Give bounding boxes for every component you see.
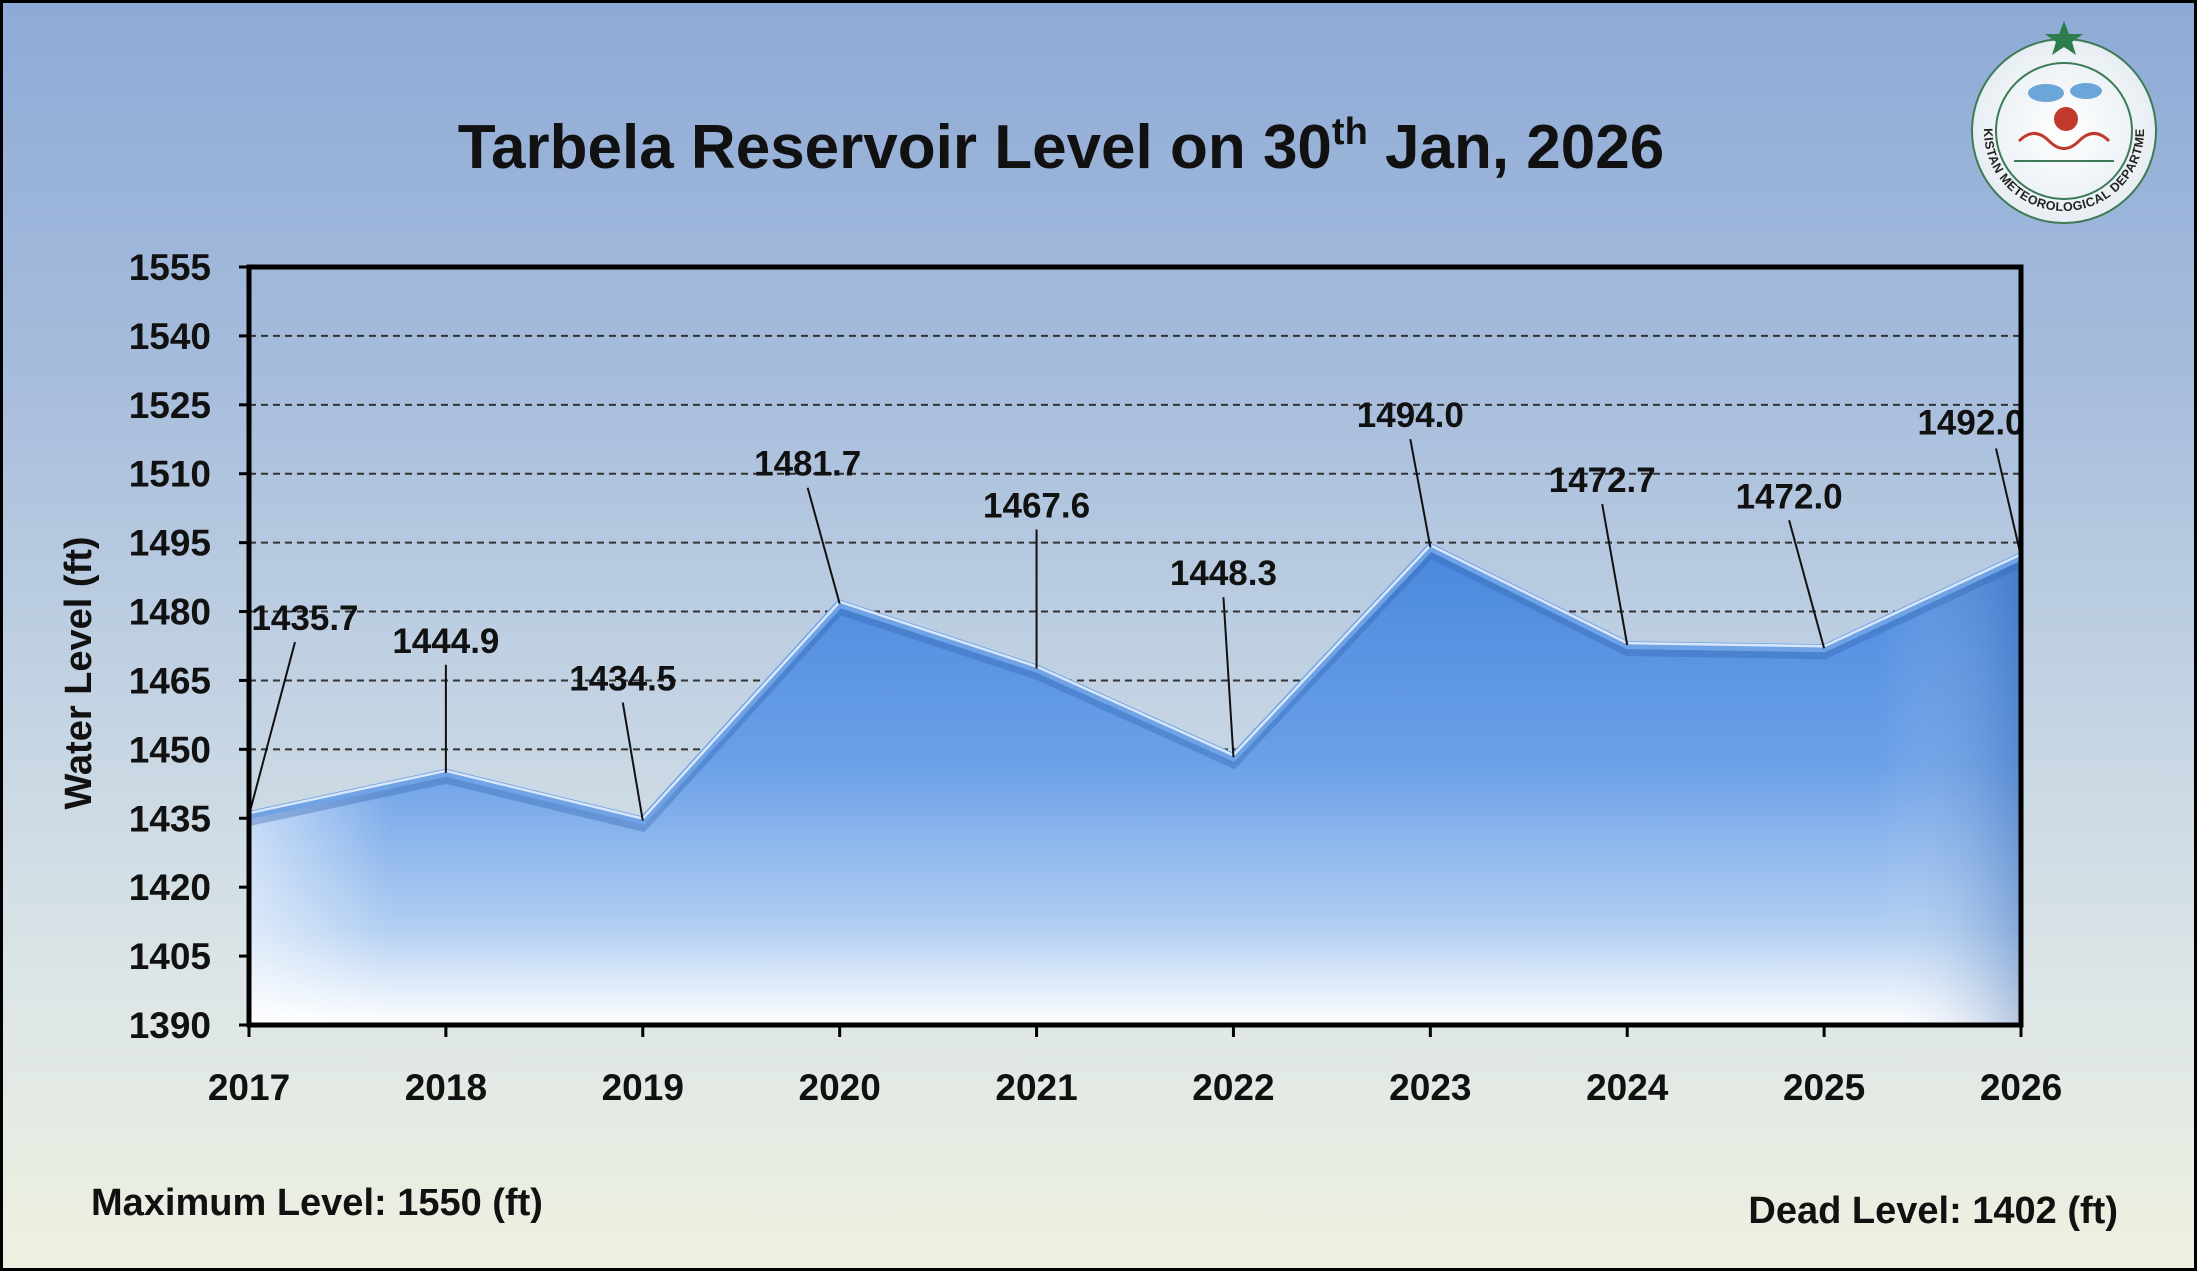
cloud-icon: [2028, 84, 2064, 102]
x-tick-label: 2023: [1389, 1067, 1471, 1108]
series-line-shadow: [247, 547, 2024, 833]
gauge-icon: [2054, 107, 2078, 131]
data-label-leader: [1995, 448, 2022, 557]
x-tick-label: 2019: [602, 1067, 684, 1108]
data-label-leader: [806, 487, 841, 605]
data-label: 1448.3: [1170, 554, 1277, 593]
y-tick-label: 1525: [129, 385, 211, 426]
y-axis-title: Water Level (ft): [58, 536, 100, 809]
data-label: 1492.0: [1917, 403, 2024, 442]
pakistan-meteorological-department-logo: PAKISTAN METEOROLOGICAL DEPARTMENT: [1971, 21, 2157, 224]
data-label-leader: [621, 702, 644, 821]
x-tick-label: 2024: [1586, 1067, 1669, 1108]
y-tick-label: 1465: [129, 660, 211, 701]
chart-canvas: Tarbela Reservoir Level on 30th Jan, 202…: [58, 21, 2157, 1232]
star-icon: [2045, 21, 2083, 55]
data-label-leader: [1409, 439, 1432, 548]
x-axis-ticks: 2017 2018 2019 2020 2021 2022 2023 2024 2025 2026: [208, 1025, 2062, 1108]
data-label: 1472.7: [1549, 461, 1656, 500]
data-label-leaders: [248, 439, 2022, 821]
cloud-icon-2: [2070, 83, 2102, 99]
y-tick-label: 1390: [129, 1005, 211, 1046]
x-tick-label: 2020: [799, 1067, 881, 1108]
plot-frame: [246, 264, 2024, 1028]
x-tick-label: 2021: [995, 1067, 1077, 1108]
wave-icon: [2017, 132, 2111, 150]
series-line-highlight: [248, 543, 2022, 820]
data-label: 1444.9: [392, 622, 499, 661]
area-bevel: [249, 547, 2021, 1025]
area-series: [247, 543, 2024, 1025]
chart-title-main: Tarbela Reservoir Level on 30: [458, 113, 1332, 182]
data-label-leader: [1222, 597, 1235, 758]
y-tick-label: 1510: [129, 454, 211, 495]
y-axis-ticks: 1555 1540 1525 1510 1495 1480 1465 1450 1435 1420…: [129, 247, 249, 1046]
chart-title: Tarbela Reservoir Level on 30th Jan, 202…: [458, 111, 1664, 182]
data-label: 1435.7: [251, 599, 358, 638]
y-tick-label: 1495: [129, 523, 211, 564]
data-label-leader: [1601, 503, 1629, 646]
data-label: 1434.5: [569, 660, 676, 699]
y-tick-label: 1540: [129, 316, 211, 357]
data-label: 1481.7: [754, 445, 861, 484]
y-tick-label: 1555: [129, 247, 211, 288]
data-label: 1472.0: [1736, 477, 1843, 516]
data-label: 1467.6: [983, 487, 1090, 526]
chart-title-superscript: th: [1332, 111, 1368, 153]
data-label-leader: [1788, 520, 1826, 649]
x-tick-label: 2017: [208, 1067, 290, 1108]
x-tick-label: 2018: [405, 1067, 487, 1108]
data-label: 1494.0: [1357, 396, 1464, 435]
y-tick-label: 1480: [129, 592, 211, 633]
max-level-note: Maximum Level: 1550 (ft): [91, 1182, 543, 1224]
data-label-leader: [248, 641, 296, 816]
dead-level-note: Dead Level: 1402 (ft): [1748, 1190, 2118, 1232]
y-tick-label: 1420: [129, 867, 211, 908]
y-tick-label: 1405: [129, 936, 211, 977]
y-tick-label: 1435: [129, 798, 211, 839]
x-tick-label: 2025: [1783, 1067, 1865, 1108]
data-labels: 1435.7 1444.9 1434.5 1481.7 1467.6 1448.3 1494…: [251, 396, 2024, 698]
x-tick-label: 2026: [1980, 1067, 2062, 1108]
chart-title-tail: Jan, 2026: [1368, 113, 1664, 182]
y-tick-label: 1450: [129, 729, 211, 770]
series-line: [248, 543, 2023, 825]
x-tick-label: 2022: [1192, 1067, 1274, 1108]
